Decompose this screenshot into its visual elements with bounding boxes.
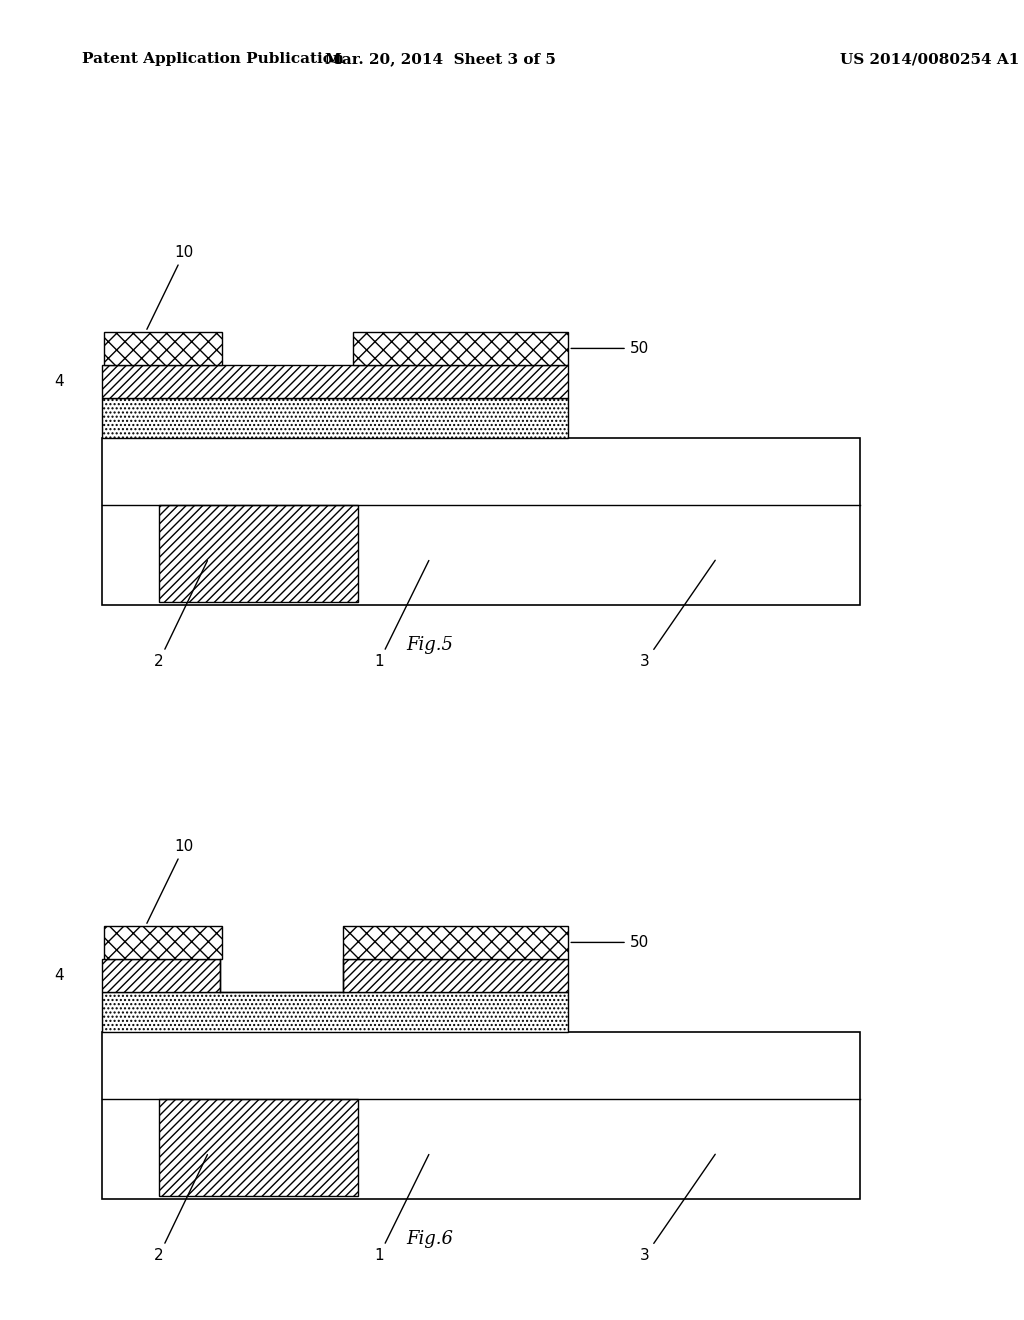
Bar — [159, 1098, 358, 1196]
Text: 1: 1 — [374, 1155, 429, 1263]
Bar — [102, 960, 220, 993]
Bar — [102, 1032, 860, 1199]
Bar — [104, 331, 222, 366]
Bar — [102, 399, 568, 438]
Text: 10: 10 — [146, 838, 194, 923]
Bar — [343, 960, 568, 993]
Text: Fig.6: Fig.6 — [407, 1230, 454, 1249]
Text: 4: 4 — [54, 374, 65, 389]
Text: 4: 4 — [54, 968, 65, 983]
Bar — [102, 438, 860, 605]
Bar — [102, 993, 568, 1032]
Text: Mar. 20, 2014  Sheet 3 of 5: Mar. 20, 2014 Sheet 3 of 5 — [325, 53, 556, 66]
Bar — [353, 331, 568, 366]
Bar — [104, 925, 222, 960]
Text: 10: 10 — [146, 244, 194, 329]
Text: 2: 2 — [154, 1155, 208, 1263]
Text: Patent Application Publication: Patent Application Publication — [82, 53, 344, 66]
Text: 2: 2 — [154, 561, 208, 669]
Text: 3: 3 — [640, 560, 715, 669]
Text: US 2014/0080254 A1: US 2014/0080254 A1 — [840, 53, 1019, 66]
Text: 3: 3 — [640, 1154, 715, 1263]
Text: 50: 50 — [571, 341, 649, 356]
Text: 50: 50 — [571, 935, 649, 950]
Text: Fig.5: Fig.5 — [407, 636, 454, 655]
Bar — [159, 504, 358, 602]
Bar — [102, 366, 568, 399]
Bar — [343, 925, 568, 960]
Text: 1: 1 — [374, 561, 429, 669]
